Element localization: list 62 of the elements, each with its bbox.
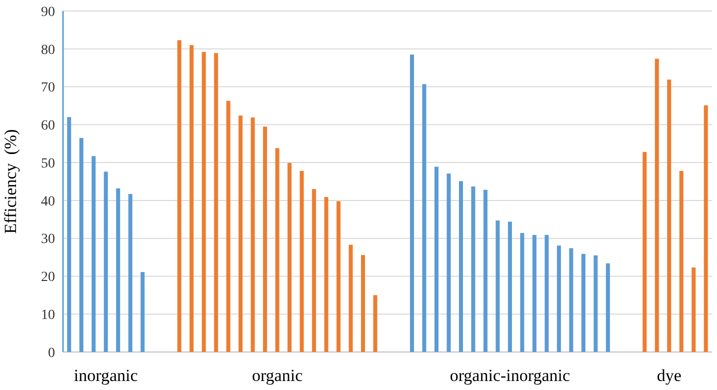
- bar: [532, 234, 536, 352]
- x-tick-label: dye: [656, 366, 682, 385]
- bar: [569, 248, 574, 352]
- bar: [226, 100, 230, 352]
- bar: [508, 222, 512, 352]
- y-tick-label: 20: [41, 270, 55, 286]
- bar: [471, 186, 476, 352]
- bar: [606, 263, 610, 352]
- bar: [361, 255, 366, 352]
- bar: [544, 234, 549, 352]
- bar: [679, 170, 684, 352]
- y-tick-label: 10: [41, 308, 55, 324]
- y-tick-label: 80: [41, 42, 55, 58]
- x-tick-label: organic-inorganic: [450, 366, 571, 385]
- bar: [422, 84, 426, 352]
- x-tick-label: organic: [252, 366, 304, 385]
- bar: [214, 53, 218, 352]
- bar: [202, 52, 206, 352]
- bar: [79, 138, 84, 352]
- y-tick-label: 90: [41, 4, 55, 20]
- bar: [642, 152, 647, 352]
- y-tick-label: 0: [48, 346, 55, 361]
- bar: [92, 156, 96, 352]
- bar: [104, 172, 108, 352]
- bar: [594, 255, 598, 352]
- bar: [300, 170, 304, 352]
- bar: [446, 174, 451, 352]
- bar: [458, 181, 463, 352]
- bar: [483, 190, 488, 352]
- bar: [140, 272, 145, 352]
- bar: [667, 80, 672, 352]
- bar: [116, 188, 120, 352]
- bar: [434, 166, 438, 352]
- bar: [238, 116, 243, 352]
- bar: [190, 45, 194, 352]
- x-tick-label: inorganic: [74, 366, 138, 385]
- bar: [348, 244, 353, 352]
- bar: [128, 194, 132, 352]
- bar: [692, 268, 696, 352]
- y-tick-label: 40: [41, 194, 55, 210]
- y-tick-label: 70: [41, 80, 55, 96]
- bar: [177, 40, 182, 352]
- bar: [312, 189, 316, 352]
- bar: [373, 295, 378, 352]
- bar: [410, 54, 414, 352]
- bar: [275, 148, 280, 352]
- y-axis-title: Efficiency (%): [1, 129, 20, 234]
- bar: [67, 117, 72, 352]
- y-tick-label: 30: [41, 232, 55, 248]
- bar: [704, 105, 708, 352]
- bar: [496, 220, 500, 352]
- bar: [654, 58, 659, 352]
- y-tick-label: 60: [41, 118, 55, 134]
- bar: [556, 246, 561, 352]
- bar: [250, 117, 255, 352]
- y-tick-label: 50: [41, 156, 55, 172]
- bar: [336, 201, 341, 352]
- bar: [520, 233, 524, 352]
- bar: [263, 126, 268, 352]
- bar: [581, 254, 586, 352]
- bar: [324, 197, 328, 352]
- bar: [288, 162, 292, 352]
